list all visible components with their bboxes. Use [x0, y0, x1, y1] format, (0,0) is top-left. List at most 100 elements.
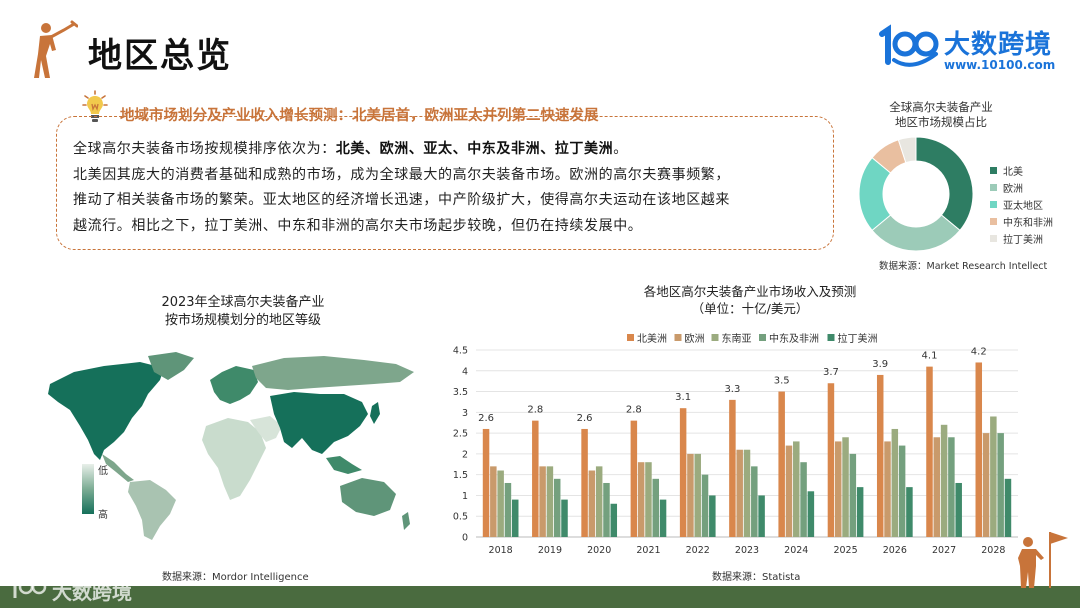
map-japan [370, 402, 380, 424]
map-source: 数据来源：Mordor Intelligence [162, 572, 309, 583]
bar-1-0 [490, 466, 497, 537]
summary-line-2: 北美因其庞大的消费者基础和成熟的市场，成为全球最大的高尔夫装备市场。欧洲的高尔夫… [73, 166, 730, 183]
bar-0-7 [827, 383, 835, 537]
bar-data-label: 4.2 [971, 346, 987, 357]
map-scale-high: 高 [98, 510, 108, 521]
bar-legend-item: 中东及非洲 [759, 332, 819, 345]
map-southeast-asia [326, 456, 362, 474]
bar-2-10 [990, 416, 997, 537]
y-tick-label: 1.5 [453, 470, 468, 481]
bar-data-label: 3.7 [823, 367, 839, 378]
bar-1-1 [539, 466, 546, 537]
bar-data-label: 4.1 [922, 351, 938, 362]
bar-0-3 [630, 420, 638, 537]
bar-data-label: 2.6 [577, 413, 593, 424]
bar-chart-title: 各地区高尔夫装备产业市场收入及预测 （单位：十亿/美元） [643, 284, 857, 316]
bar-3-6 [800, 462, 807, 537]
bar-0-5 [729, 399, 736, 537]
x-tick-label: 2022 [686, 545, 710, 556]
map-asia [270, 392, 368, 454]
bar-1-9 [933, 437, 941, 537]
x-tick-label: 2023 [735, 545, 759, 556]
bar-3-1 [553, 478, 561, 537]
bar-2-2 [595, 466, 603, 537]
bar-4-6 [807, 491, 815, 537]
bar-legend-item: 东南亚 [711, 332, 752, 345]
bar-3-5 [751, 466, 758, 537]
bar-4-4 [709, 495, 716, 537]
x-tick-label: 2026 [883, 545, 907, 556]
bar-2-0 [497, 470, 504, 537]
bar-2-7 [842, 437, 849, 537]
legend-swatch [990, 184, 997, 191]
bar-4-2 [610, 503, 618, 537]
bar-0-0 [482, 428, 490, 537]
y-tick-label: 3 [462, 408, 468, 419]
bar-4-5 [758, 495, 765, 537]
bar-data-label: 2.8 [626, 405, 642, 416]
golfer-icon [34, 20, 78, 78]
bar-legend-label: 中东及非洲 [769, 332, 819, 345]
golfer-with-flag-icon [1018, 532, 1068, 588]
bar-3-2 [603, 482, 610, 537]
legend-swatch [990, 201, 997, 208]
donut-chart [858, 136, 974, 252]
bar-data-label: 3.5 [774, 376, 790, 387]
x-tick-label: 2020 [587, 545, 611, 556]
bar-data-label: 2.8 [527, 405, 543, 416]
y-tick-label: 1 [462, 491, 468, 502]
bar-3-4 [701, 474, 709, 537]
bar-data-label: 3.9 [872, 359, 888, 370]
logo-mark-icon [879, 24, 939, 67]
bar-0-2 [581, 428, 588, 537]
donut-chart-title: 全球高尔夫装备产业 地区市场规模占比 [889, 100, 993, 129]
bar-1-5 [736, 449, 743, 537]
x-tick-label: 2028 [981, 545, 1005, 556]
bar-chart: 北美洲 欧洲 东南亚 中东及非洲 拉丁美洲 0 0.5 1 1.5 2 2.5 3 3.5 4 4.5 2.6… [453, 332, 1018, 556]
map-central-america [102, 454, 134, 482]
map-scale-low: 低 [98, 466, 108, 477]
logo-url[interactable]: www.10100.com [944, 58, 1056, 72]
bar-data-label: 2.6 [478, 413, 494, 424]
bar-1-6 [785, 445, 793, 537]
watermark-text: 大数跨境 [52, 580, 132, 604]
page-title: 地区总览 [88, 36, 232, 76]
donut-slice-1 [871, 214, 961, 252]
map-scale-bar [82, 464, 94, 514]
bar-legend-swatch [627, 334, 634, 341]
brand-logo: 大数跨境 www.10100.com [878, 24, 1058, 74]
map-greenland [148, 352, 194, 380]
summary-line-1: 全球高尔夫装备市场按规模排序依次为：北美、欧洲、亚太、中东及非洲、拉丁美洲。 [73, 141, 628, 157]
watermark-logo-icon [10, 575, 47, 598]
bar-data-label: 3.3 [724, 384, 740, 395]
map-australia [340, 478, 396, 516]
y-tick-label: 0 [462, 533, 468, 544]
map-new-zealand [402, 512, 410, 530]
y-tick-label: 3.5 [453, 387, 468, 398]
bar-1-10 [982, 433, 990, 537]
donut-source: 数据来源：Market Research Intellect [879, 261, 1048, 272]
bar-legend-item: 北美洲 [627, 332, 667, 345]
bar-legend-label: 东南亚 [722, 332, 752, 345]
bar-2-6 [793, 441, 800, 537]
y-tick-label: 2.5 [453, 429, 468, 440]
map-scale-legend: 低 高 [82, 464, 108, 521]
x-tick-label: 2021 [636, 545, 660, 556]
x-tick-label: 2019 [538, 545, 562, 556]
bar-4-9 [955, 482, 962, 537]
map-middle-east [250, 416, 282, 442]
bar-4-7 [856, 487, 864, 537]
bar-3-0 [504, 482, 512, 537]
map-south-america [128, 480, 176, 540]
legend-label: 拉丁美洲 [1003, 235, 1043, 246]
map-north-america [48, 362, 164, 460]
bar-3-10 [997, 433, 1004, 537]
legend-label: 亚太地区 [1003, 201, 1043, 212]
logo-name: 大数跨境 [944, 30, 1053, 60]
summary-line-3: 推动了相关装备市场的繁荣。亚太地区的经济增长迅速，中产阶级扩大，使得高尔夫运动在… [73, 192, 730, 208]
bar-2-4 [694, 453, 701, 537]
legend-swatch [990, 218, 997, 225]
donut-slice-4 [897, 136, 917, 164]
bar-0-10 [975, 362, 983, 537]
map-russia [252, 356, 414, 390]
